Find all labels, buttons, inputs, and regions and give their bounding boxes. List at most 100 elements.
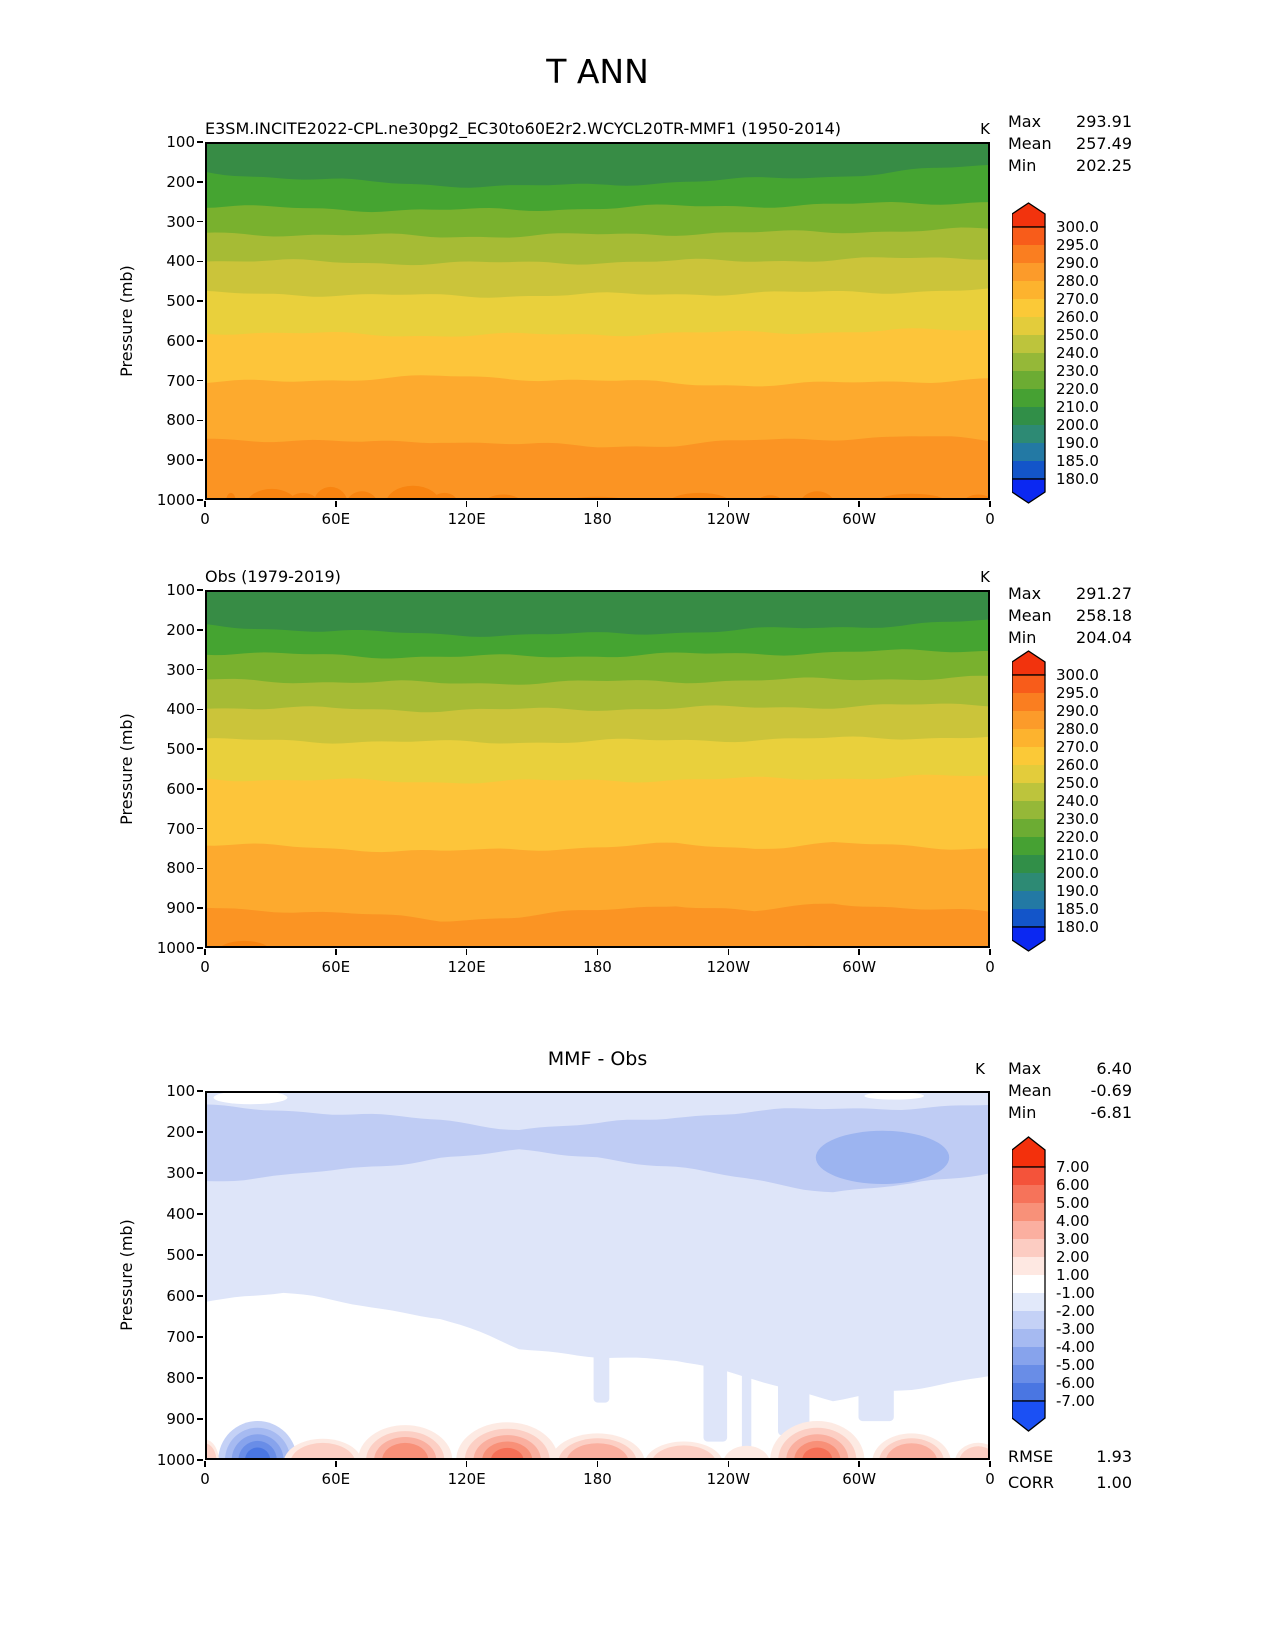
y-tick-mark	[197, 260, 203, 263]
svg-text:210.0: 210.0	[1056, 398, 1099, 416]
stat-label: Min	[1008, 628, 1037, 647]
y-tick-mark	[197, 419, 203, 422]
x-tick-mark	[596, 501, 599, 507]
y-tick-label: 200	[166, 620, 195, 639]
y-tick-label: 700	[166, 371, 195, 390]
y-tick-label: 300	[166, 212, 195, 231]
svg-text:-3.00: -3.00	[1056, 1320, 1095, 1338]
x-tick-mark	[989, 501, 991, 507]
x-tick-mark	[858, 949, 860, 955]
y-tick-mark	[197, 1377, 203, 1379]
y-tick-mark	[197, 220, 203, 223]
rmse-value: 1.93	[1096, 1447, 1132, 1466]
y-tick-label: 300	[166, 1164, 195, 1182]
y-tick-label: 200	[166, 1123, 195, 1141]
y-tick-label: 500	[166, 1246, 195, 1264]
x-tick-label: 60E	[321, 510, 351, 528]
x-tick-mark	[858, 1461, 860, 1467]
stat-label: Max	[1008, 1059, 1042, 1078]
y-tick-mark	[197, 708, 203, 711]
y-tick-label: 700	[166, 1328, 195, 1346]
y-axis-label: Pressure (mb)	[117, 1219, 136, 1331]
svg-text:295.0: 295.0	[1056, 236, 1099, 254]
x-tick-mark	[596, 1461, 599, 1467]
y-tick-label: 500	[166, 740, 195, 759]
x-tick-mark	[204, 1461, 206, 1467]
svg-text:-7.00: -7.00	[1056, 1392, 1095, 1410]
stat-label: Min	[1008, 156, 1037, 175]
stat-row-min: Min 202.25	[1008, 155, 1132, 177]
svg-text:190.0: 190.0	[1056, 882, 1099, 900]
y-tick-label: 800	[166, 1369, 195, 1387]
svg-text:270.0: 270.0	[1056, 738, 1099, 756]
panel3-unit: K	[975, 1060, 985, 1078]
y-tick-mark	[197, 340, 203, 342]
svg-text:280.0: 280.0	[1056, 720, 1099, 738]
y-tick-mark	[197, 1213, 203, 1215]
x-tick-mark	[465, 949, 468, 955]
panel1-stats: Max 293.91 Mean 257.49 Min 202.25	[1008, 111, 1132, 177]
y-tick-mark	[197, 300, 203, 302]
y-tick-label: 400	[166, 252, 195, 271]
svg-text:5.00: 5.00	[1056, 1194, 1089, 1212]
y-tick-mark	[197, 867, 203, 870]
svg-text:220.0: 220.0	[1056, 828, 1099, 846]
panel3-stats: Max 6.40 Mean -0.69 Min -6.81	[1008, 1058, 1132, 1124]
x-tick-label: 120W	[706, 958, 751, 976]
svg-text:240.0: 240.0	[1056, 344, 1099, 362]
svg-text:300.0: 300.0	[1056, 218, 1099, 236]
rmse-label: RMSE	[1008, 1447, 1054, 1466]
svg-text:280.0: 280.0	[1056, 272, 1099, 290]
x-tick-mark	[858, 501, 860, 507]
stat-row-mean: Mean -0.69	[1008, 1080, 1132, 1102]
y-tick-mark	[197, 947, 203, 949]
svg-text:230.0: 230.0	[1056, 810, 1099, 828]
stat-label: Mean	[1008, 1081, 1052, 1100]
stat-value: 291.27	[1076, 584, 1132, 603]
stat-label: Mean	[1008, 134, 1052, 153]
x-tick-label: 120E	[447, 1470, 486, 1488]
y-tick-mark	[197, 499, 203, 501]
contour-plot-obs	[205, 590, 990, 948]
stat-value: 204.04	[1076, 628, 1132, 647]
svg-text:-6.00: -6.00	[1056, 1374, 1095, 1392]
x-tick-label: 0	[985, 1470, 995, 1488]
x-tick-label: 60W	[842, 510, 877, 528]
y-tick-label: 100	[166, 133, 195, 151]
stat-value: 202.25	[1076, 156, 1132, 175]
x-tick-mark	[335, 1461, 337, 1467]
contour-plot-difference	[205, 1091, 990, 1460]
y-tick-mark	[197, 827, 203, 830]
y-tick-label: 600	[166, 779, 195, 798]
svg-text:270.0: 270.0	[1056, 290, 1099, 308]
y-tick-mark	[197, 1295, 203, 1297]
x-tick-mark	[335, 949, 337, 955]
stat-value: 6.40	[1096, 1059, 1132, 1078]
x-tick-label: 120W	[706, 1470, 751, 1488]
y-tick-mark	[197, 181, 203, 183]
x-tick-label: 0	[200, 1470, 210, 1488]
x-tick-label: 0	[985, 510, 995, 528]
colorbar-difference: 7.006.005.004.003.002.001.00-1.00-2.00-3…	[1012, 1136, 1095, 1432]
y-tick-label: 100	[166, 1082, 195, 1100]
y-tick-label: 400	[166, 700, 195, 719]
x-tick-label: 120W	[706, 510, 751, 528]
svg-text:-2.00: -2.00	[1056, 1302, 1095, 1320]
y-tick-label: 1000	[156, 1451, 195, 1469]
stat-label: Min	[1008, 1103, 1037, 1122]
svg-text:300.0: 300.0	[1056, 666, 1099, 684]
y-tick-mark	[197, 459, 203, 461]
y-tick-label: 900	[166, 899, 195, 918]
panel3-title: MMF - Obs	[547, 1048, 648, 1070]
x-tick-mark	[727, 501, 730, 507]
y-tick-mark	[197, 1418, 203, 1420]
svg-text:290.0: 290.0	[1056, 254, 1099, 272]
stat-row-min: Min 204.04	[1008, 627, 1132, 649]
x-tick-label: 0	[200, 510, 210, 528]
x-tick-label: 120E	[447, 958, 486, 976]
svg-text:230.0: 230.0	[1056, 362, 1099, 380]
y-tick-label: 900	[166, 451, 195, 470]
svg-text:3.00: 3.00	[1056, 1230, 1089, 1248]
y-tick-mark	[197, 668, 203, 671]
